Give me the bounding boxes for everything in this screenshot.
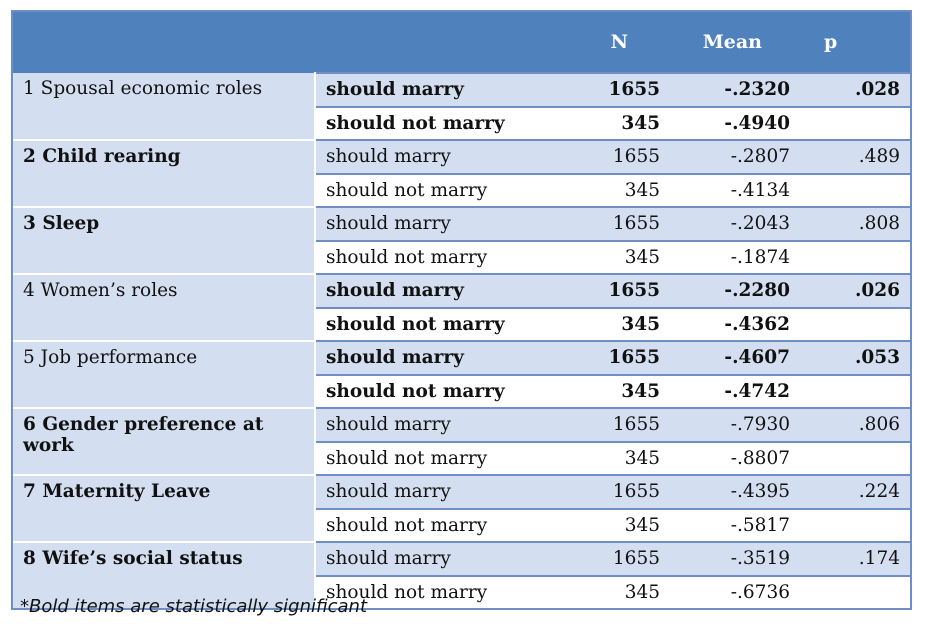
p-cell-empty xyxy=(800,172,910,207)
group-cell: should not marry xyxy=(314,440,568,475)
n-cell: 1655 xyxy=(568,72,670,107)
table-row: should not marry 345 -.4362 xyxy=(13,306,910,341)
header-row: N Mean p xyxy=(13,12,910,73)
group-cell: should marry xyxy=(315,541,568,576)
mean-cell: -.4607 xyxy=(670,340,800,375)
p-cell: .224 xyxy=(800,474,910,509)
group-cell: should not marry xyxy=(314,239,568,274)
n-cell: 345 xyxy=(568,105,670,140)
p-cell-empty xyxy=(800,239,910,274)
p-cell: .026 xyxy=(800,273,910,308)
table-row: should not marry 345 -.4134 xyxy=(13,172,910,207)
table-row: 8 Wife’s social status should marry 1655 -.… xyxy=(13,541,910,608)
n-cell: 345 xyxy=(568,373,670,408)
p-cell: .806 xyxy=(800,407,910,442)
item-label: 6 Gender preference at work xyxy=(13,407,316,475)
table-body: 1 Spousal economic roles should marry 1655… xyxy=(13,72,910,608)
p-cell: .489 xyxy=(800,139,910,174)
mean-cell: -.6736 xyxy=(670,574,800,608)
group-cell: should marry xyxy=(315,407,568,442)
n-cell: 1655 xyxy=(568,139,670,174)
table-row: 3 Sleep should marry 1655 -.2043.808 xyxy=(13,206,910,274)
group-cell: should marry xyxy=(315,474,568,509)
mean-cell: -.2043 xyxy=(670,206,800,241)
mean-cell: -.3519 xyxy=(670,541,800,576)
header-p: p xyxy=(800,12,910,73)
results-table: N Mean p 1 Spousal economic roles should … xyxy=(11,10,912,610)
table-row: should not marry 345 -.1874 xyxy=(13,239,910,274)
table-row: should not marry 345 -.6736 xyxy=(13,574,910,608)
n-cell: 345 xyxy=(568,239,670,274)
mean-cell: -.4134 xyxy=(670,172,800,207)
table-row: should not marry 345 -.5817 xyxy=(13,507,910,542)
header-group xyxy=(315,12,568,73)
p-cell-empty xyxy=(800,105,910,140)
item-label: 4 Women’s roles xyxy=(13,273,316,341)
n-cell: 1655 xyxy=(568,474,670,509)
mean-cell: -.4395 xyxy=(670,474,800,509)
p-cell: .174 xyxy=(800,541,910,576)
mean-cell: -.4362 xyxy=(670,306,800,341)
mean-cell: -.1874 xyxy=(670,239,800,274)
table-row: should not marry 345 -.8807 xyxy=(13,440,910,475)
item-label: 8 Wife’s social status xyxy=(13,541,316,608)
p-cell: .028 xyxy=(800,72,910,107)
group-cell: should marry xyxy=(315,72,568,107)
table-row: 6 Gender preference at work should marry 1… xyxy=(13,407,910,475)
mean-cell: -.7930 xyxy=(670,407,800,442)
item-label: 3 Sleep xyxy=(13,206,316,274)
table-row: 4 Women’s roles should marry 1655 -.2280.02… xyxy=(13,273,910,341)
p-cell: .053 xyxy=(800,340,910,375)
n-cell: 345 xyxy=(568,574,670,608)
group-cell: should not marry xyxy=(314,105,568,140)
n-cell: 1655 xyxy=(568,273,670,308)
group-cell: should not marry xyxy=(314,507,568,542)
n-cell: 1655 xyxy=(568,340,670,375)
group-cell: should not marry xyxy=(314,306,568,341)
group-cell: should marry xyxy=(315,206,568,241)
n-cell: 345 xyxy=(568,507,670,542)
mean-cell: -.8807 xyxy=(670,440,800,475)
group-cell: should not marry xyxy=(314,574,568,608)
n-cell: 1655 xyxy=(568,407,670,442)
mean-cell: -.5817 xyxy=(670,507,800,542)
group-cell: should not marry xyxy=(314,172,568,207)
header-mean: Mean xyxy=(670,12,800,73)
mean-cell: -.2320 xyxy=(670,72,800,107)
n-cell: 1655 xyxy=(568,206,670,241)
n-cell: 345 xyxy=(568,172,670,207)
item-label: 5 Job performance xyxy=(13,340,316,408)
group-cell: should not marry xyxy=(314,373,568,408)
item-label: 7 Maternity Leave xyxy=(13,474,316,542)
table-row: 5 Job performance should marry 1655 -.4607.… xyxy=(13,340,910,408)
p-cell-empty xyxy=(800,574,910,608)
group-cell: should marry xyxy=(315,139,568,174)
item-label: 2 Child rearing xyxy=(13,139,316,207)
header-item xyxy=(13,12,315,73)
item-label: 1 Spousal economic roles xyxy=(13,73,316,140)
mean-cell: -.4742 xyxy=(670,373,800,408)
n-cell: 1655 xyxy=(568,541,670,576)
header-n: N xyxy=(568,12,670,73)
group-cell: should marry xyxy=(315,273,568,308)
p-cell-empty xyxy=(800,373,910,408)
mean-cell: -.2807 xyxy=(670,139,800,174)
table-row: 7 Maternity Leave should marry 1655 -.4395.… xyxy=(13,474,910,542)
p-cell: .808 xyxy=(800,206,910,241)
n-cell: 345 xyxy=(568,440,670,475)
footnote: *Bold items are statistically significan… xyxy=(20,596,368,617)
p-cell-empty xyxy=(800,440,910,475)
group-cell: should marry xyxy=(315,340,568,375)
n-cell: 345 xyxy=(568,306,670,341)
mean-cell: -.4940 xyxy=(670,105,800,140)
table-row: should not marry 345 -.4742 xyxy=(13,373,910,408)
mean-cell: -.2280 xyxy=(670,273,800,308)
table-row: 2 Child rearing should marry 1655 -.2807.48… xyxy=(13,139,910,207)
p-cell-empty xyxy=(800,306,910,341)
p-cell-empty xyxy=(800,507,910,542)
table-row: 1 Spousal economic roles should marry 1655… xyxy=(13,72,910,140)
table-row: should not marry 345 -.4940 xyxy=(13,105,910,140)
